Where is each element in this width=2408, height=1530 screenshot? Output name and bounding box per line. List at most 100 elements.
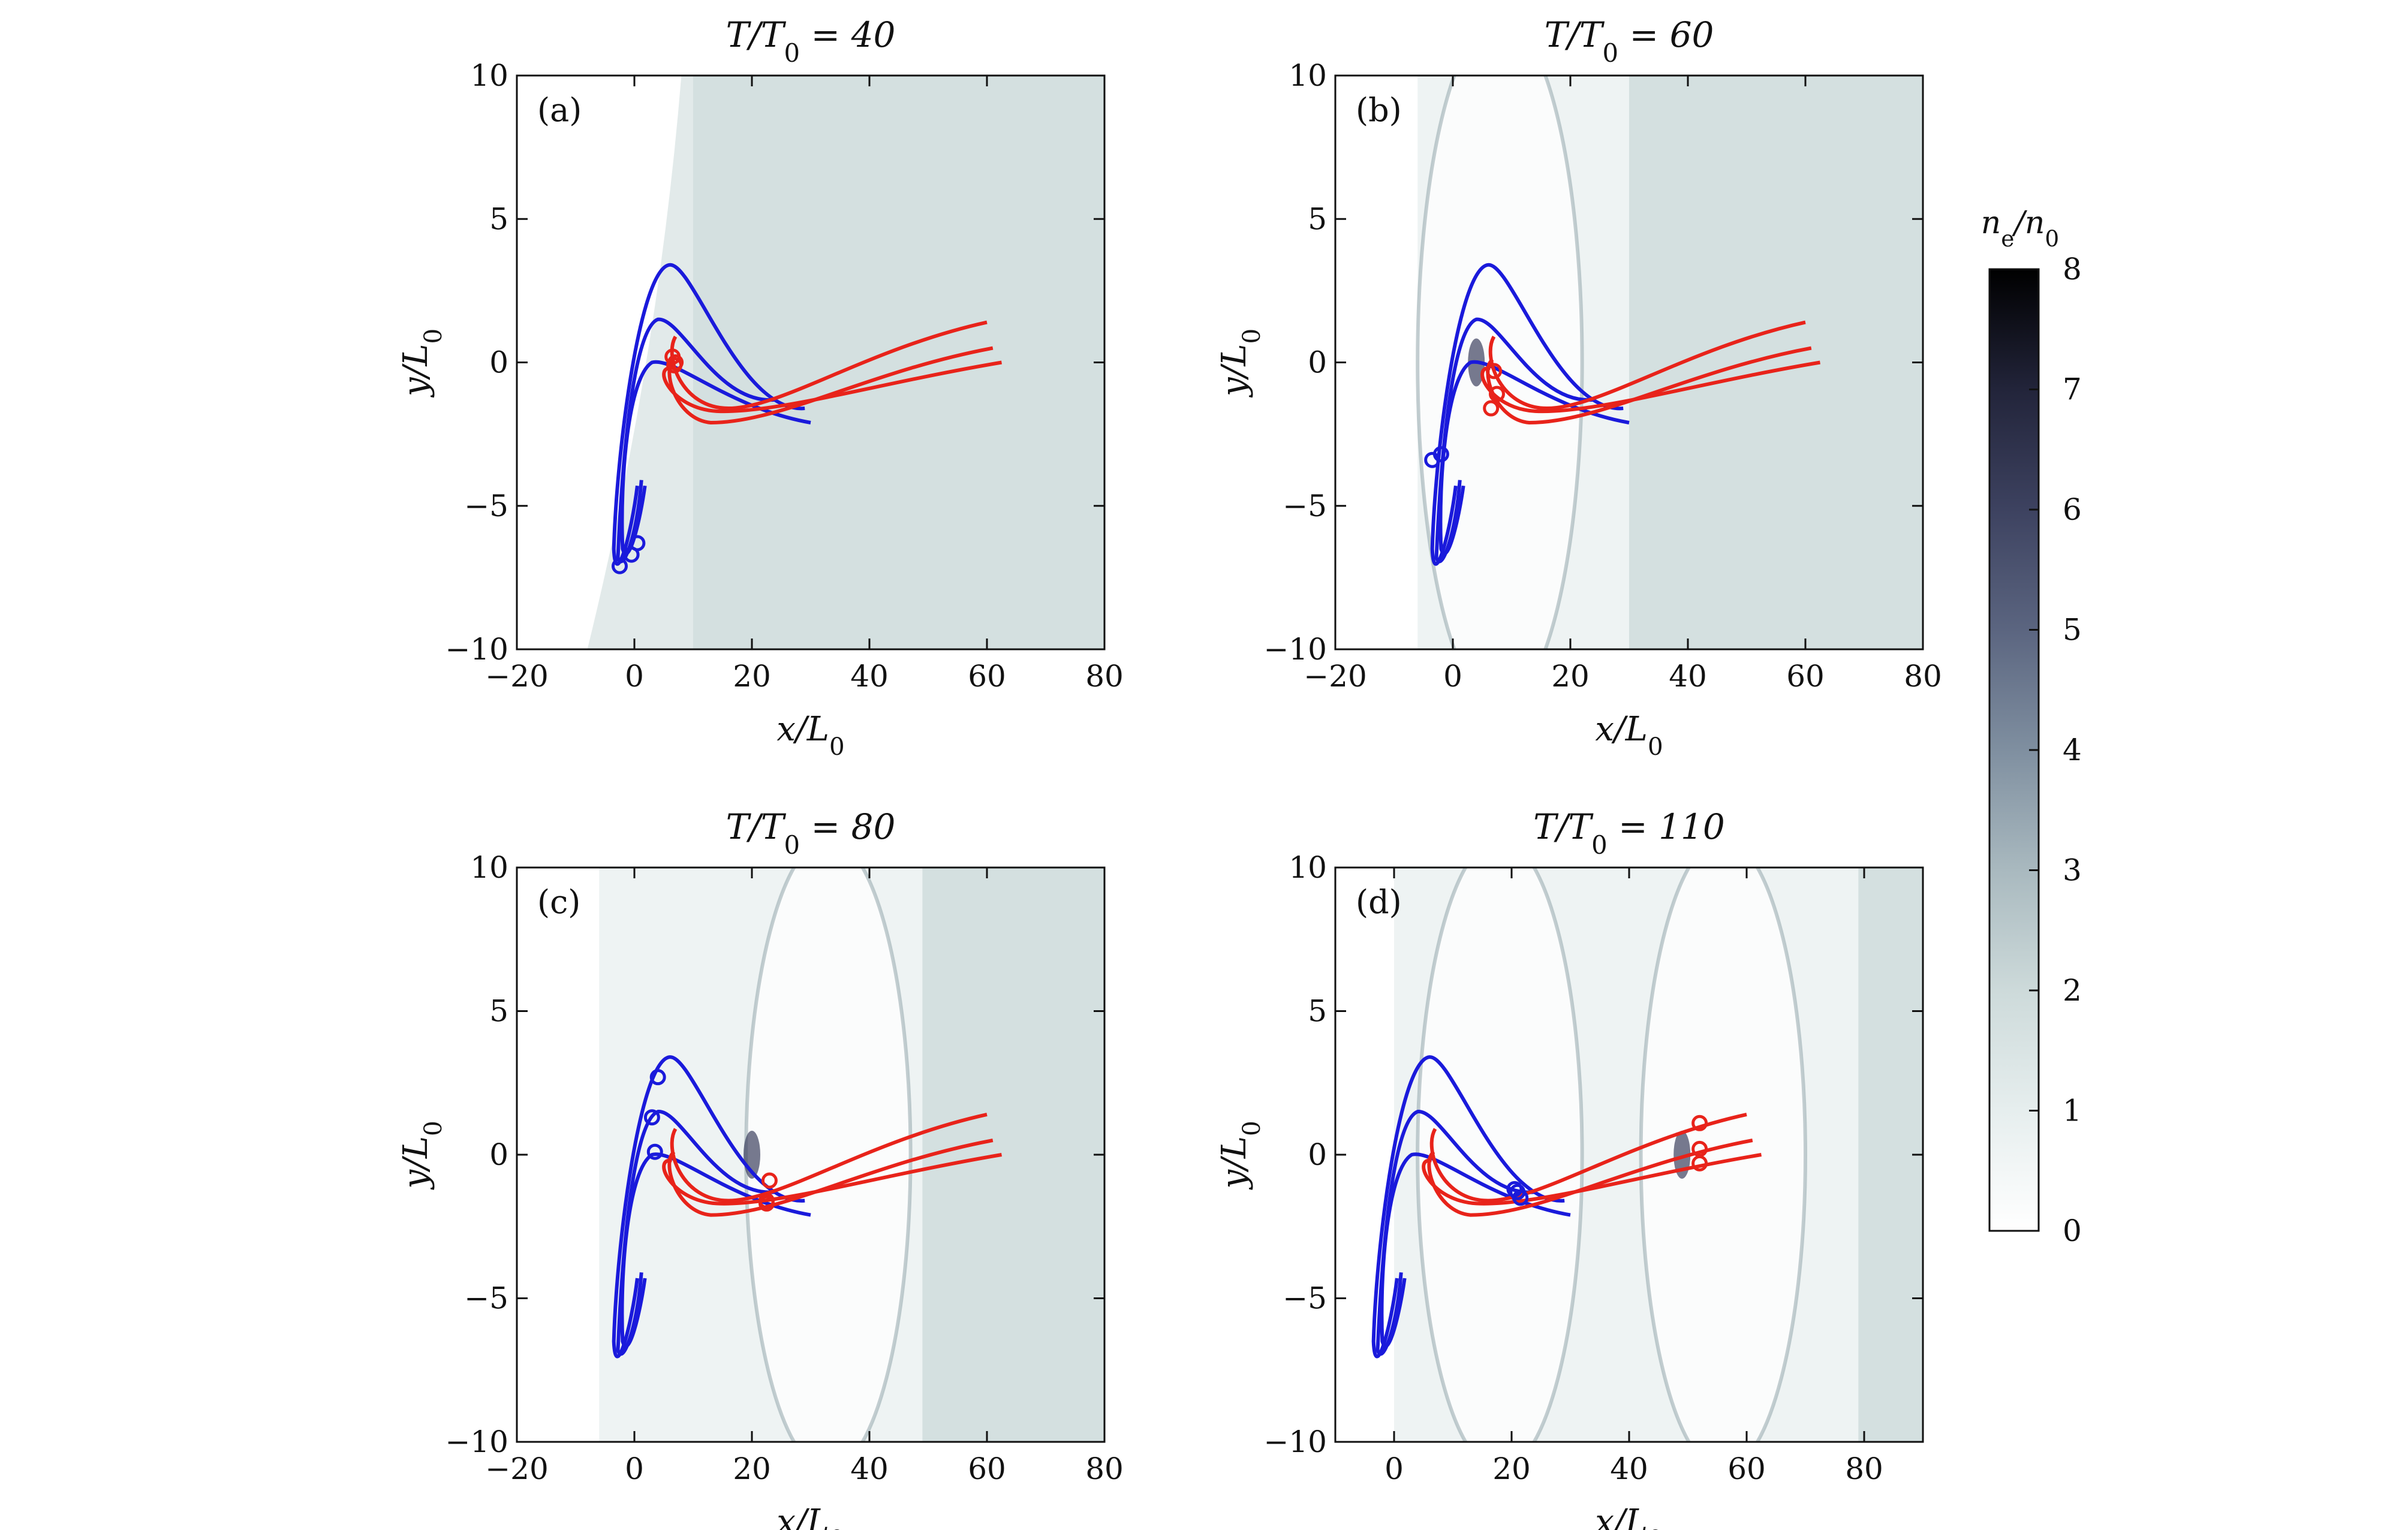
panel-title: T/T0 = 110 <box>1533 806 1725 860</box>
y-tick-label: 10 <box>470 58 508 93</box>
red-trajectory <box>667 346 994 424</box>
x-tick-label: 40 <box>1669 659 1707 694</box>
red-marker <box>1691 1115 1708 1131</box>
red-marker <box>761 1172 778 1189</box>
panel-title: T/T0 = 60 <box>1545 14 1714 68</box>
y-tick-label: 10 <box>470 850 508 885</box>
red-marker <box>1691 1155 1708 1171</box>
plot-area <box>1335 868 1923 1442</box>
y-tick-label: −10 <box>445 1424 508 1459</box>
colorbar-label: ne/n0 <box>1981 205 2059 252</box>
x-tick-label: 20 <box>733 1451 771 1486</box>
red-trajectory <box>1422 1153 1762 1206</box>
x-tick-label: 20 <box>733 659 771 694</box>
red-marker <box>758 1195 775 1212</box>
unperturbed-plasma <box>922 868 1104 1442</box>
plot-area <box>517 76 1104 649</box>
x-tick-label: 80 <box>1845 1451 1883 1486</box>
x-tick-label: 0 <box>1384 1451 1404 1486</box>
panel-b: −20 0 20 40 60 80 −10 −5 0 5 10 (b) T/T0 = 60 x/L0 y/L… <box>1215 14 1942 761</box>
red-marker <box>1489 385 1505 402</box>
panel-tag: (c) <box>537 883 580 921</box>
x-tick-label: 20 <box>1492 1451 1531 1486</box>
y-tick-label: 10 <box>1289 850 1327 885</box>
blue-marker <box>612 558 628 574</box>
colorbar-tick-label: 5 <box>2063 613 2082 647</box>
red-marker <box>1483 400 1500 417</box>
x-axis-label: x/L0 <box>1595 710 1663 761</box>
y-tick-label: −5 <box>1283 489 1327 523</box>
y-tick-label: −10 <box>445 632 508 667</box>
red-trajectory <box>1429 1113 1747 1203</box>
blue-trajectory <box>620 1152 811 1348</box>
x-tick-label: 80 <box>1904 659 1942 694</box>
red-trajectory <box>1480 360 1820 414</box>
colorbar: 0 1 2 3 4 5 6 7 8ne/n0 <box>1981 205 2082 1248</box>
blue-trajectory <box>1438 360 1630 556</box>
x-tick-label: 80 <box>1085 1451 1124 1486</box>
x-tick-label: 60 <box>1786 659 1825 694</box>
x-tick-label: 60 <box>968 659 1006 694</box>
colorbar-tick-label: 1 <box>2063 1094 2082 1128</box>
colorbar-tick-label: 7 <box>2063 372 2082 407</box>
blue-marker <box>646 1143 663 1160</box>
y-tick-label: 0 <box>1308 1137 1327 1172</box>
panel-c: −20 0 20 40 60 80 −10 −5 0 5 10 (c) T/T0 = 80 x/L0 y/L… <box>396 806 1124 1530</box>
y-axis-label: y/L0 <box>396 1121 447 1190</box>
colorbar-tick-label: 8 <box>2063 252 2082 287</box>
panel-title: T/T0 = 80 <box>726 806 896 860</box>
bubble-sheath <box>744 868 913 1442</box>
x-tick-label: 0 <box>625 1451 644 1486</box>
y-tick-label: 5 <box>1308 201 1327 236</box>
x-axis-label: x/L0 <box>776 710 844 761</box>
blue-marker <box>629 535 646 552</box>
y-tick-label: −5 <box>464 489 508 523</box>
red-trajectory <box>662 1153 1002 1206</box>
colorbar-tick-label: 0 <box>2063 1213 2082 1248</box>
blue-marker <box>643 1109 660 1126</box>
blue-marker <box>649 1069 666 1086</box>
x-tick-label: 0 <box>1443 659 1462 694</box>
panel-a: −20 0 20 40 60 80 −10 −5 0 5 10 (a) T/T0 = 40 x/L0 y/L… <box>396 14 1124 761</box>
bubble-sheath <box>1639 868 1807 1442</box>
x-tick-label: 80 <box>1085 659 1124 694</box>
x-tick-label: 60 <box>968 1451 1006 1486</box>
x-tick-label: 40 <box>850 1451 889 1486</box>
x-tick-label: 40 <box>850 659 889 694</box>
y-tick-label: 5 <box>489 994 508 1029</box>
red-trajectory <box>667 1139 994 1217</box>
y-tick-label: −5 <box>1283 1281 1327 1316</box>
blue-marker <box>1509 1183 1526 1200</box>
y-tick-label: 0 <box>489 1137 508 1172</box>
panel-tag: (a) <box>537 91 582 129</box>
red-trajectory <box>1427 1139 1753 1217</box>
y-tick-label: −10 <box>1263 632 1327 667</box>
blue-marker <box>1432 446 1449 463</box>
density-spike <box>1673 1131 1691 1179</box>
x-tick-label: 60 <box>1727 1451 1766 1486</box>
x-tick-label: −20 <box>1304 659 1367 694</box>
unperturbed-plasma <box>1629 76 1923 649</box>
panel-tag: (b) <box>1356 91 1402 129</box>
panel-title: T/T0 = 40 <box>726 14 896 68</box>
red-trajectory <box>1488 320 1806 411</box>
compressed-edge <box>587 76 693 649</box>
red-trajectory <box>670 1113 988 1203</box>
red-marker <box>666 357 683 374</box>
colorbar-tick-label: 2 <box>2063 973 2082 1008</box>
y-axis-label: y/L0 <box>1215 329 1266 398</box>
plot-area <box>1335 76 1923 649</box>
x-tick-label: −20 <box>485 659 549 694</box>
y-axis-label: y/L0 <box>396 329 447 398</box>
x-axis-label: x/L0 <box>776 1502 844 1530</box>
y-axis-label: y/L0 <box>1215 1121 1266 1190</box>
y-tick-label: 0 <box>1308 345 1327 380</box>
y-tick-label: 10 <box>1289 58 1327 93</box>
x-tick-label: 0 <box>625 659 644 694</box>
panel-tag: (d) <box>1356 883 1402 921</box>
x-tick-label: 20 <box>1551 659 1590 694</box>
y-tick-label: −5 <box>464 1281 508 1316</box>
panel-d: 0 20 40 60 80 −10 −5 0 5 10 (d) T/T0 = 110 x/L0 y/L0 <box>1215 806 1924 1530</box>
red-trajectory <box>662 360 1002 414</box>
